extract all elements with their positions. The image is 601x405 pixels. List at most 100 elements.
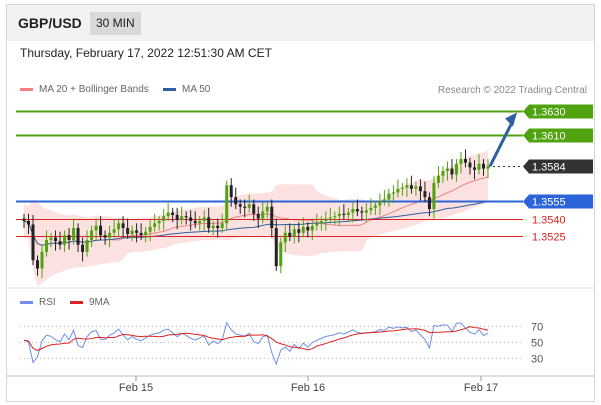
candle-body xyxy=(450,168,454,175)
level-label-1.3525: 1.3525 xyxy=(532,232,566,244)
candle-body xyxy=(94,225,98,231)
timeframe-badge[interactable]: 30 MIN xyxy=(90,12,141,35)
candle-body xyxy=(126,228,130,235)
candle-body xyxy=(373,205,377,208)
candle-body xyxy=(414,186,418,189)
candle-body xyxy=(243,206,247,208)
candle-body xyxy=(175,214,179,220)
candle-body xyxy=(472,167,476,170)
ma50-line xyxy=(23,200,489,246)
candle-body xyxy=(27,220,31,225)
candle-body xyxy=(463,159,467,163)
x-tick-label: Feb 17 xyxy=(464,382,498,394)
candle-body xyxy=(144,231,148,236)
x-tick-label: Feb 16 xyxy=(291,382,325,394)
candle-body xyxy=(189,217,193,221)
candle-body xyxy=(36,260,40,269)
candle-body xyxy=(229,185,233,198)
candle-body xyxy=(207,217,211,229)
candle-body xyxy=(121,223,125,229)
level-label-1.3630: 1.3630 xyxy=(532,107,566,119)
chart-frame: GBP/USD 30 MIN Thursday, February 17, 20… xyxy=(6,4,595,402)
candle-body xyxy=(468,162,472,168)
candle-body xyxy=(211,225,215,229)
candle-body xyxy=(238,204,242,207)
level-tag-1.3555 xyxy=(523,194,593,209)
candle-body xyxy=(301,226,305,233)
candle-body xyxy=(216,225,220,229)
candle-body xyxy=(486,166,490,169)
candle-body xyxy=(409,185,413,189)
candle-body xyxy=(85,239,89,252)
candle-body xyxy=(67,235,71,240)
candle-body xyxy=(90,230,94,240)
candle-body xyxy=(76,228,80,245)
candle-body xyxy=(459,159,463,164)
legend-label-ma20: MA 20 + Bollinger Bands xyxy=(39,84,149,95)
candle-body xyxy=(328,217,332,219)
research-credit: Research © 2022 Trading Central xyxy=(437,85,587,96)
candle-body xyxy=(454,163,458,175)
rsi-tick-50: 50 xyxy=(531,338,543,350)
candle-body xyxy=(292,229,296,237)
level-label-1.3555: 1.3555 xyxy=(532,197,566,209)
candle-body xyxy=(436,175,440,183)
candle-body xyxy=(234,197,238,205)
legend-swatch-ma50 xyxy=(163,87,176,91)
candle-body xyxy=(180,216,184,220)
level-tag-1.3584 xyxy=(523,159,593,174)
legend-label-rsi: RSI xyxy=(39,297,56,308)
candle-body xyxy=(432,182,436,210)
candle-body xyxy=(103,235,107,238)
candle-body xyxy=(333,216,337,218)
candle-body xyxy=(270,206,274,229)
candle-body xyxy=(288,232,292,237)
candle-body xyxy=(171,212,175,215)
candle-body xyxy=(225,185,229,224)
candle-body xyxy=(265,206,269,212)
candle-body xyxy=(324,218,328,221)
x-tick-label: Feb 15 xyxy=(119,382,153,394)
candle-body xyxy=(108,232,112,238)
candle-body xyxy=(157,220,161,224)
legend-swatch-9ma xyxy=(70,300,83,304)
rsi-line xyxy=(23,321,489,366)
level-label-1.3584: 1.3584 xyxy=(532,162,566,174)
candle-body xyxy=(63,235,67,245)
level-label-1.3540: 1.3540 xyxy=(532,215,566,227)
rsi-9ma-line xyxy=(23,326,489,351)
candle-body xyxy=(198,220,202,224)
candle-body xyxy=(427,197,431,210)
candle-body xyxy=(54,237,58,242)
legend-swatch-rsi xyxy=(20,300,33,304)
candle-body xyxy=(360,211,364,213)
candle-body xyxy=(112,229,116,233)
candle-body xyxy=(351,209,355,213)
legend-label-9ma: 9MA xyxy=(89,297,110,308)
candle-body xyxy=(387,193,391,200)
candle-body xyxy=(193,220,197,224)
candle-body xyxy=(396,188,400,193)
candle-body xyxy=(252,204,256,214)
candle-body xyxy=(481,163,485,169)
forecast-arrow xyxy=(488,119,515,167)
candle-body xyxy=(148,226,152,232)
candle-body xyxy=(355,209,359,212)
chart-date: Thursday, February 17, 2022 12:51:30 AM … xyxy=(20,46,272,60)
candle-body xyxy=(279,242,283,267)
rsi-tick-70: 70 xyxy=(531,322,543,334)
candle-body xyxy=(58,241,62,245)
candle-body xyxy=(202,217,206,221)
candle-body xyxy=(81,244,85,252)
candle-body xyxy=(378,200,382,206)
candle-body xyxy=(274,228,278,267)
candle-body xyxy=(184,216,188,218)
chart-header: GBP/USD 30 MIN xyxy=(7,5,594,41)
level-label-1.3610: 1.3610 xyxy=(532,131,566,143)
legend-label-ma50: MA 50 xyxy=(182,84,211,95)
candle-body xyxy=(153,223,157,227)
candle-body xyxy=(315,223,319,226)
candle-body xyxy=(283,232,287,243)
candle-body xyxy=(441,170,445,176)
candle-body xyxy=(117,223,121,230)
